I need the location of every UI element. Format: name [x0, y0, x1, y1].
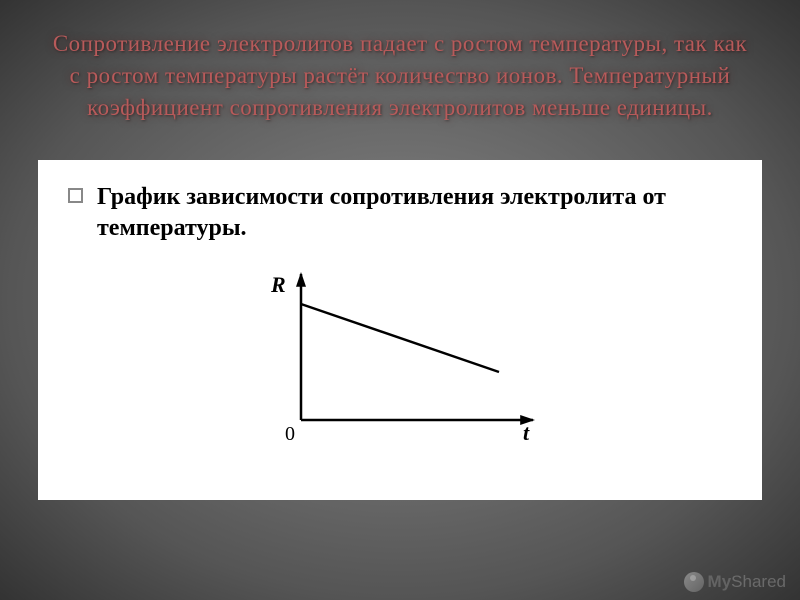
chart-svg: Rt 0	[249, 262, 551, 454]
watermark: MyShared	[684, 572, 786, 592]
svg-text:R: R	[270, 272, 286, 297]
watermark-prefix: My	[708, 572, 732, 591]
body-text: График зависимости сопротивления электро…	[97, 182, 732, 244]
watermark-text: MyShared	[708, 572, 786, 592]
globe-icon	[684, 572, 704, 592]
slide-title: Сопротивление электролитов падает с рост…	[50, 28, 750, 125]
resistance-temperature-chart: Rt 0	[249, 262, 551, 454]
watermark-suffix: Shared	[731, 572, 786, 591]
bullet-item: График зависимости сопротивления электро…	[68, 182, 732, 244]
title-section: Сопротивление электролитов падает с рост…	[0, 0, 800, 145]
svg-text:0: 0	[285, 423, 295, 445]
bullet-marker-icon	[68, 188, 83, 203]
body-section: График зависимости сопротивления электро…	[38, 160, 762, 500]
svg-text:t: t	[523, 420, 530, 445]
